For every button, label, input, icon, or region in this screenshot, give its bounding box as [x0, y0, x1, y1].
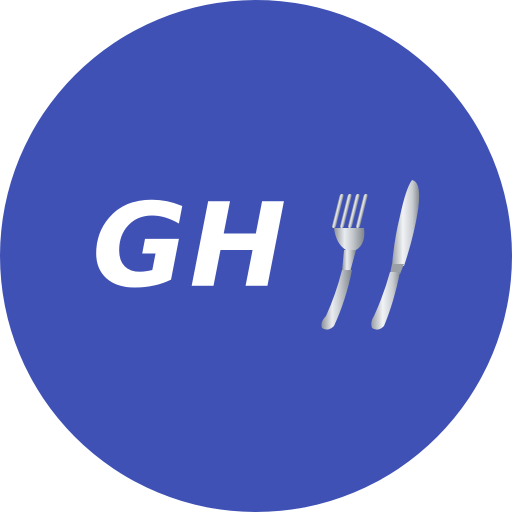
fork-icon — [321, 194, 368, 330]
monogram-text: GH — [92, 179, 289, 314]
fork-and-knife-icon — [300, 170, 440, 340]
knife-icon — [371, 180, 420, 330]
